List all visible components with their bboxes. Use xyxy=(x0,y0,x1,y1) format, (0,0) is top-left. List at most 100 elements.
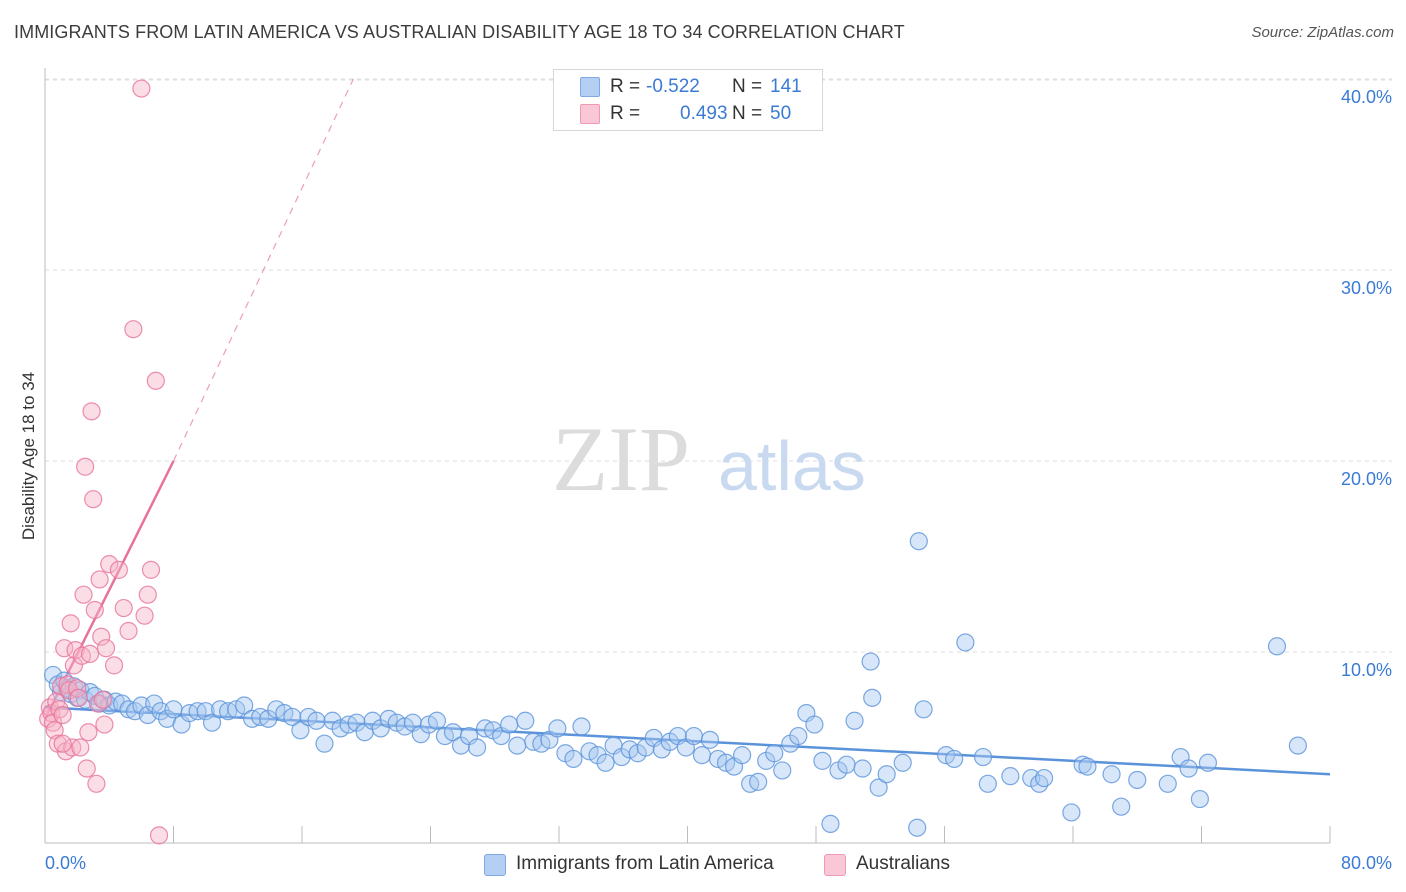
point-australians xyxy=(87,774,106,793)
point-australians xyxy=(50,700,69,719)
legend-r-label: R = xyxy=(610,76,641,97)
point-latin-america xyxy=(1288,736,1307,755)
point-australians xyxy=(61,614,80,633)
point-australians xyxy=(109,560,128,579)
point-australians xyxy=(68,679,87,698)
point-australians xyxy=(71,738,90,757)
point-australians xyxy=(53,734,72,753)
trend-line-australians-extension xyxy=(172,78,354,462)
point-latin-america xyxy=(572,717,591,736)
legend-n-value: 50 xyxy=(770,103,792,124)
point-latin-america xyxy=(749,772,768,791)
point-latin-america xyxy=(1030,774,1049,793)
point-australians xyxy=(119,621,138,641)
legend-r-value: 0.493 xyxy=(680,103,728,124)
point-latin-america xyxy=(893,753,912,772)
legend-swatch-blue xyxy=(580,77,600,97)
y-tick-label: 10.0% xyxy=(1341,660,1392,680)
point-australians xyxy=(76,457,95,476)
point-latin-america xyxy=(861,652,880,671)
point-latin-america xyxy=(164,700,183,719)
point-latin-america xyxy=(202,713,222,732)
series-legend-label: Australians xyxy=(856,853,950,874)
point-latin-america xyxy=(805,715,824,734)
point-latin-america xyxy=(813,751,832,770)
point-latin-america xyxy=(291,721,310,740)
point-australians xyxy=(149,826,169,845)
point-australians xyxy=(84,490,103,509)
point-latin-america xyxy=(508,736,527,755)
x-tick-label: 80.0% xyxy=(1341,853,1392,873)
point-australians xyxy=(79,723,98,742)
watermark-atlas: atlas xyxy=(718,427,866,505)
point-australians xyxy=(114,598,133,618)
legend-swatch-pink xyxy=(580,104,600,124)
point-australians xyxy=(138,585,157,604)
series-swatch-pink xyxy=(824,854,846,876)
point-latin-america xyxy=(283,707,302,727)
point-latin-america xyxy=(307,711,326,730)
data-points xyxy=(39,79,1307,845)
point-latin-america xyxy=(467,738,487,757)
point-australians xyxy=(146,371,165,390)
series-legend: Immigrants from Latin America Australian… xyxy=(0,852,1406,878)
point-latin-america xyxy=(1001,767,1020,786)
point-australians xyxy=(96,639,116,658)
series-legend-label: Immigrants from Latin America xyxy=(516,853,774,874)
point-australians xyxy=(80,644,100,664)
point-latin-america xyxy=(1062,803,1081,822)
point-latin-america xyxy=(1102,765,1121,784)
point-latin-america xyxy=(1112,797,1131,816)
legend-n-label: N = xyxy=(732,76,763,97)
tick-labels: 10.0% 20.0% 30.0% 40.0% 0.0% 80.0% xyxy=(45,87,1392,873)
point-latin-america xyxy=(869,778,888,797)
point-latin-america xyxy=(863,688,882,707)
point-latin-america xyxy=(973,747,993,767)
point-latin-america xyxy=(789,726,808,746)
point-australians xyxy=(95,715,114,734)
point-australians xyxy=(85,600,104,620)
point-australians xyxy=(141,560,161,579)
point-latin-america xyxy=(733,746,752,765)
point-australians xyxy=(55,639,74,658)
watermark-zip: ZIP xyxy=(552,408,690,510)
point-latin-america xyxy=(684,726,704,746)
legend-n-label: N = xyxy=(732,103,763,124)
point-australians xyxy=(124,320,143,339)
point-latin-america xyxy=(1190,789,1209,809)
legend-r-label: R = xyxy=(610,103,641,124)
point-latin-america xyxy=(516,711,535,730)
point-latin-america xyxy=(315,734,334,753)
point-australians xyxy=(135,606,154,625)
series-swatch-blue xyxy=(484,854,506,876)
point-latin-america xyxy=(853,759,872,778)
point-latin-america xyxy=(196,702,215,721)
chart-title: IMMIGRANTS FROM LATIN AMERICA VS AUSTRAL… xyxy=(14,22,905,42)
point-latin-america xyxy=(908,818,927,837)
legend-r-value: -0.522 xyxy=(646,76,700,97)
point-latin-america xyxy=(1128,770,1147,790)
point-australians xyxy=(69,688,88,707)
x-tick-label: 0.0% xyxy=(45,853,86,873)
point-latin-america xyxy=(692,746,712,765)
y-tick-label: 30.0% xyxy=(1341,278,1392,298)
point-latin-america xyxy=(956,633,975,652)
point-latin-america xyxy=(909,532,928,551)
point-latin-america xyxy=(1078,757,1097,776)
point-australians xyxy=(104,656,124,675)
gridlines xyxy=(45,78,1392,653)
point-latin-america xyxy=(1267,637,1287,656)
point-latin-america xyxy=(596,753,615,772)
point-latin-america xyxy=(1034,768,1054,788)
point-latin-america xyxy=(765,744,784,763)
legend-n-value: 141 xyxy=(770,76,802,97)
point-australians xyxy=(45,721,64,740)
point-latin-america xyxy=(564,749,583,769)
point-latin-america xyxy=(877,765,896,784)
point-australians xyxy=(100,555,119,574)
point-australians xyxy=(92,627,111,646)
point-latin-america xyxy=(845,711,864,730)
y-tick-label: 40.0% xyxy=(1341,87,1392,107)
point-latin-america xyxy=(548,719,567,738)
